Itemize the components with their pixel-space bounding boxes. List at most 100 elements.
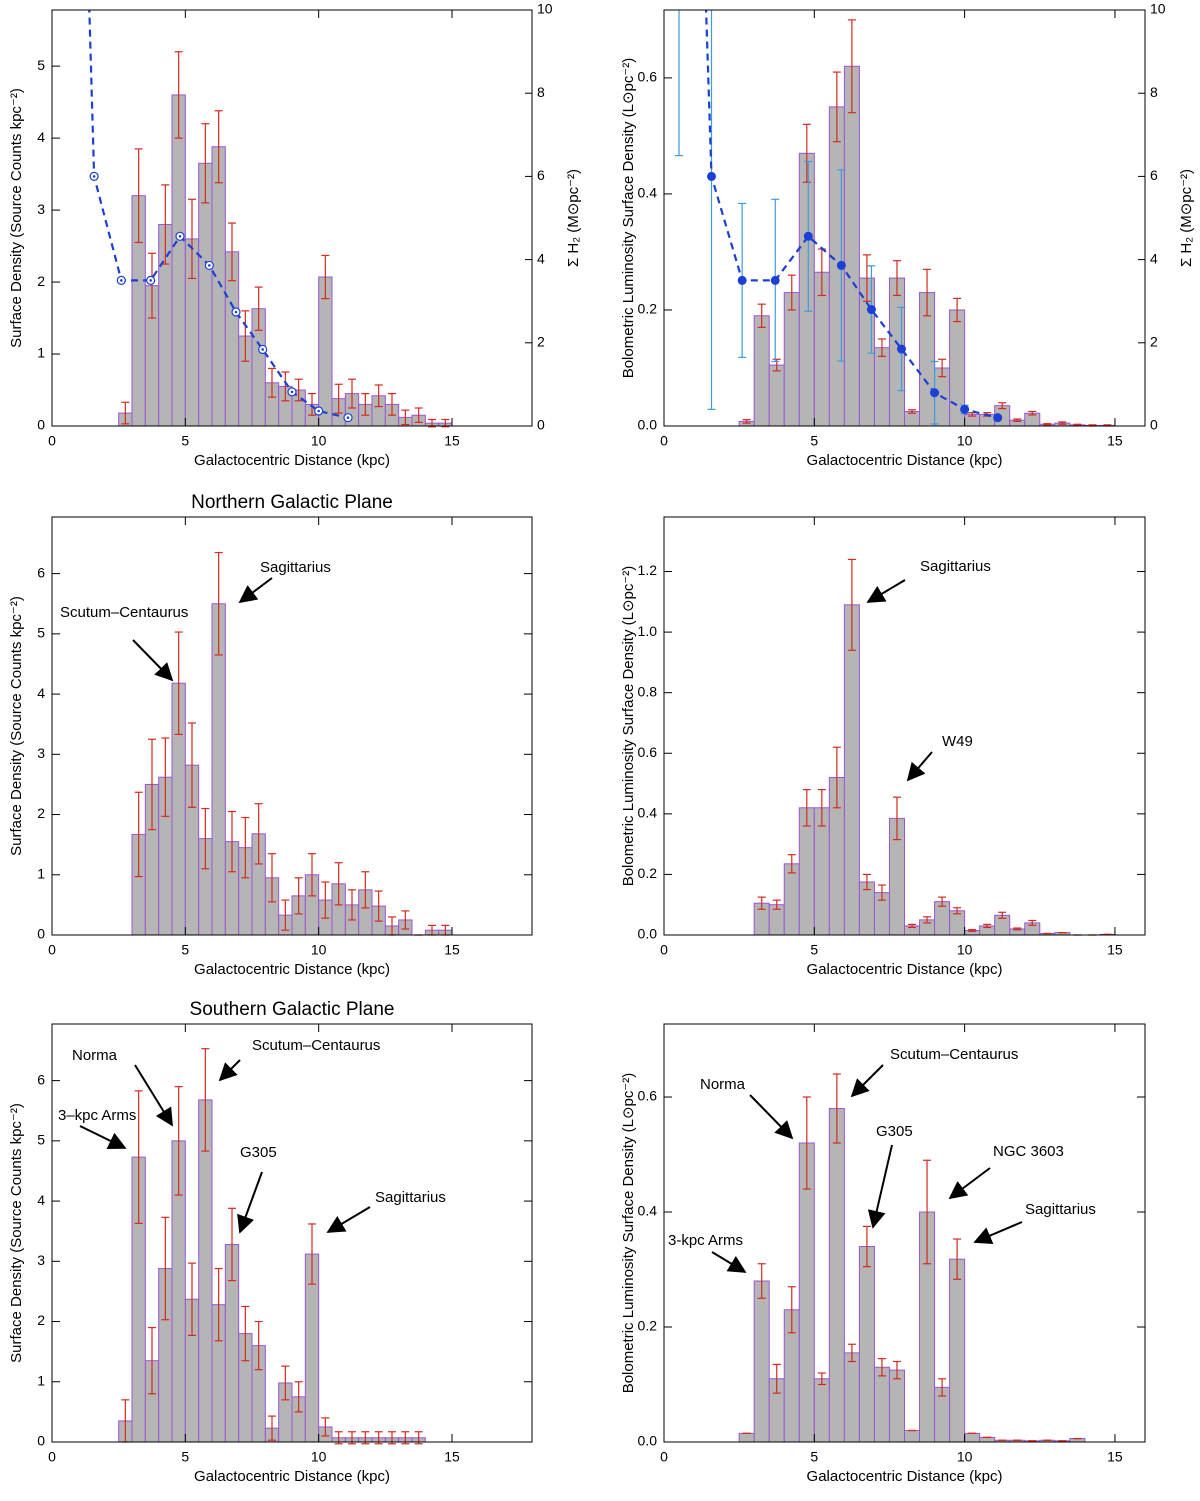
error-bar: [374, 890, 383, 922]
error-bar: [188, 198, 196, 280]
y-tick-label: 0.4: [638, 805, 658, 821]
annotation-arrow: [79, 1125, 127, 1149]
error-bar: [254, 286, 263, 331]
y-axis-label: Surface Density (Source Counts kpc⁻²): [8, 88, 25, 348]
bar: [211, 146, 226, 427]
y-tick-label: 0: [37, 926, 45, 942]
error-bar: [953, 1238, 962, 1280]
bar: [753, 1280, 770, 1443]
error-bar: [348, 378, 356, 409]
error-bar: [388, 393, 396, 416]
error-bar: [983, 923, 992, 929]
overlay-point-dot: [178, 235, 182, 238]
error-bar: [1043, 423, 1052, 426]
error-bar: [802, 789, 811, 827]
error-bar: [214, 1267, 223, 1342]
x-tick-label: 10: [311, 1449, 327, 1465]
chart-title: Northern Galactic Plane: [191, 492, 393, 513]
error-bar: [817, 789, 826, 827]
y2-tick-label: 6: [1150, 167, 1158, 183]
y-tick-label: 3: [37, 1252, 45, 1268]
bar: [843, 65, 860, 427]
error-bar: [1073, 423, 1082, 427]
error-bar: [308, 1223, 316, 1285]
error-bar: [892, 796, 901, 841]
plot-frame: [51, 9, 533, 427]
bar: [783, 863, 800, 936]
x-tick-label: 15: [444, 942, 460, 958]
x-axis-label: Galactocentric Distance (kpc): [807, 961, 1003, 978]
x-tick-label: 0: [660, 433, 668, 449]
error-bar: [923, 1159, 932, 1265]
y-tick-label: 6: [37, 564, 45, 580]
plot-frame: [663, 516, 1146, 936]
annotation: Scutum–Centaurus: [890, 1046, 1018, 1063]
bar: [813, 807, 830, 936]
y2-tick-label: 10: [1150, 1, 1166, 17]
y-tick-label: 0: [37, 417, 45, 433]
overlay-point: [770, 275, 780, 285]
y-tick-label: 0.0: [638, 926, 658, 942]
error-bar: [241, 1305, 250, 1362]
error-bar: [161, 737, 170, 817]
error-bar: [802, 123, 811, 183]
error-bar: [908, 923, 917, 929]
error-bar: [201, 807, 210, 870]
error-bar: [121, 401, 130, 425]
error-bar: [228, 1207, 236, 1282]
x-tick-label: 15: [444, 1449, 460, 1465]
error-bar: [241, 816, 250, 879]
error-bar: [847, 558, 856, 651]
y-tick-label: 1: [37, 865, 45, 881]
annotation: G305: [240, 1144, 277, 1161]
error-bar: [862, 873, 871, 891]
annotation-arrow: [326, 1206, 371, 1233]
annotation-arrow: [237, 1171, 263, 1234]
bar: [828, 1108, 845, 1443]
plot-frame: [51, 516, 533, 936]
error-bar: [787, 274, 796, 311]
bar: [949, 1258, 966, 1443]
error-bar: [892, 260, 901, 297]
overlay-point-dot: [120, 279, 123, 282]
error-bar: [361, 871, 370, 909]
bar: [979, 1436, 996, 1443]
error-bar: [877, 338, 886, 357]
y-axis-label: Bolometric Luminosity Surface Density (L…: [620, 566, 637, 887]
y-tick-label: 0.4: [638, 1203, 658, 1219]
error-bar: [892, 1360, 901, 1380]
annotation-arrow: [866, 579, 906, 603]
error-bar: [254, 803, 263, 865]
y2-tick-label: 2: [537, 334, 545, 350]
error-bar: [847, 1343, 856, 1363]
error-bar: [998, 402, 1007, 410]
y-tick-label: 5: [37, 57, 45, 73]
error-bar: [968, 928, 977, 932]
x-tick-label: 5: [810, 433, 818, 449]
error-bar: [281, 371, 290, 402]
annotation-arrow: [948, 1167, 991, 1200]
error-bar: [228, 222, 236, 282]
y2-tick-label: 8: [1150, 84, 1158, 100]
overlay-point-dot: [290, 390, 294, 394]
annotation: NGC 3603: [993, 1143, 1064, 1160]
y-tick-label: 0.0: [638, 1433, 658, 1449]
annotation: G305: [876, 1123, 913, 1140]
error-bar: [832, 746, 841, 809]
bar: [798, 152, 815, 427]
error-bar: [161, 1216, 170, 1321]
error-bar: [832, 1073, 841, 1144]
overlay-point: [706, 171, 716, 181]
error-bar: [241, 310, 250, 362]
bar: [843, 604, 860, 936]
error-bar: [268, 1415, 276, 1441]
error-bar: [923, 916, 932, 924]
y-axis-label: Surface Density (Source Counts kpc⁻²): [8, 1103, 25, 1363]
x-tick-label: 0: [48, 433, 56, 449]
bar: [904, 1430, 921, 1443]
x-tick-label: 0: [660, 1449, 668, 1465]
bar: [171, 94, 186, 427]
x-tick-label: 0: [48, 1449, 56, 1465]
annotation: Sagittarius: [920, 558, 991, 575]
